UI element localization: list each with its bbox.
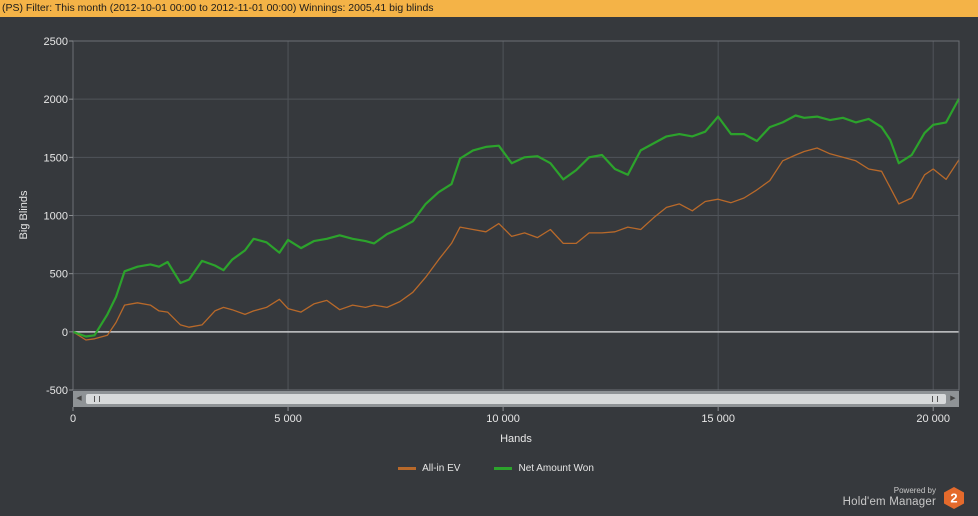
hem-logo-number: 2 (950, 491, 957, 506)
scroll-thumb[interactable] (86, 394, 946, 404)
brand-watermark: Powered by Hold'em Manager 2 (843, 486, 966, 510)
chart-scrollbar[interactable]: ◀ ▶ (73, 391, 959, 407)
graph-chart: -500 0 500 1000 1500 2000 2500 0 5 000 10 000 15 … (18, 36, 960, 445)
legend-label-allin-ev: All-in EV (422, 463, 461, 474)
x-tick-label: 0 (70, 413, 76, 425)
legend-label-net-won: Net Amount Won (518, 463, 594, 474)
filter-bar: (PS) Filter: This month (2012-10-01 00:0… (0, 0, 978, 17)
series-layer (72, 98, 960, 341)
hem-logo-icon: 2 (944, 487, 964, 509)
x-tick-label: 20 000 (916, 413, 950, 425)
filter-text: (PS) Filter: This month (2012-10-01 00:0… (2, 2, 434, 14)
y-tick-label: 1000 (44, 211, 68, 223)
x-tick-label: 15 000 (701, 413, 735, 425)
y-axis-title: Big Blinds (18, 190, 30, 239)
series-line-net-won (72, 98, 960, 338)
series-line-allin-ev (72, 147, 960, 341)
y-tick-label: 1500 (44, 152, 68, 164)
scroll-right-icon[interactable]: ▶ (950, 395, 956, 402)
scroll-grip-left-icon[interactable] (94, 396, 100, 402)
scroll-left-icon[interactable]: ◀ (76, 395, 82, 402)
y-tick-label: -500 (46, 385, 68, 397)
x-tick-label: 5 000 (274, 413, 302, 425)
y-axis: -500 0 500 1000 1500 2000 2500 (44, 36, 73, 397)
chart-legend: All-in EV Net Amount Won (0, 463, 978, 474)
brand-name: Hold'em Manager (842, 496, 936, 509)
legend-item-net-won[interactable]: Net Amount Won (494, 463, 594, 474)
legend-swatch-net-won (494, 467, 513, 470)
y-tick-label: 2000 (44, 94, 68, 106)
legend-swatch-allin-ev (398, 467, 417, 470)
y-tick-label: 0 (62, 327, 68, 339)
x-tick-label: 10 000 (486, 413, 520, 425)
scroll-grip-right-icon[interactable] (932, 396, 938, 402)
legend-item-allin-ev[interactable]: All-in EV (398, 463, 460, 474)
chart-grid (72, 40, 959, 391)
x-axis-title: Hands (500, 433, 532, 445)
brand-text: Powered by Hold'em Manager (842, 486, 936, 509)
brand-powered: Powered by (893, 486, 936, 496)
y-tick-label: 2500 (44, 36, 68, 48)
y-tick-label: 500 (50, 269, 68, 281)
x-axis: 0 5 000 10 000 15 000 20 000 (70, 407, 950, 425)
